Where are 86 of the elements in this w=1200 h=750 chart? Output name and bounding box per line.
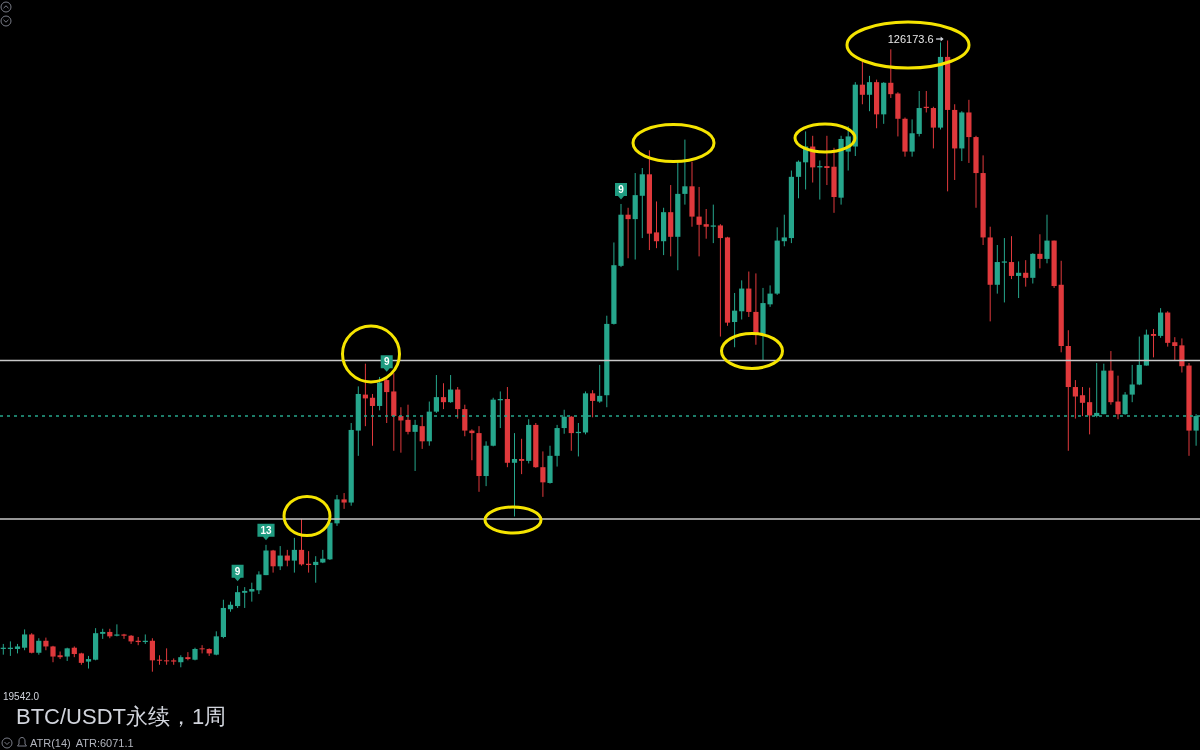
candlestick xyxy=(1150,328,1157,358)
candlestick xyxy=(1087,387,1093,435)
candlestick xyxy=(1129,364,1135,403)
candlestick xyxy=(440,382,447,410)
candlestick xyxy=(1115,375,1121,420)
candlestick xyxy=(1122,391,1128,416)
candlestick xyxy=(696,186,702,257)
annotation: 19542.0 xyxy=(3,691,40,702)
candlestick xyxy=(866,75,873,112)
candlestick xyxy=(462,404,468,437)
candlestick xyxy=(369,393,376,447)
candlestick xyxy=(405,404,411,435)
title: BTC/USDT永续，1周 xyxy=(16,704,227,729)
candlestick xyxy=(242,586,248,609)
candlestick xyxy=(1023,259,1029,288)
candlestick xyxy=(1172,336,1178,362)
candlestick xyxy=(717,223,723,338)
candlestick xyxy=(930,106,936,149)
candlestick xyxy=(795,159,802,199)
candlestick xyxy=(249,582,255,603)
candlestick xyxy=(1030,252,1036,285)
candlestick xyxy=(888,48,894,99)
candlestick xyxy=(1136,336,1142,386)
candlestick xyxy=(313,555,319,584)
candlestick xyxy=(994,244,1000,295)
candlestick xyxy=(199,644,205,654)
candlestick xyxy=(1179,337,1185,374)
annotation: ATR(14) xyxy=(30,737,71,749)
candlestick xyxy=(43,637,49,651)
candlestick xyxy=(739,279,745,320)
candlestick xyxy=(1016,260,1022,299)
candlestick xyxy=(448,374,454,404)
candlestick xyxy=(1193,413,1199,447)
candlestick xyxy=(185,651,191,661)
candlestick xyxy=(703,208,709,240)
candlestick xyxy=(1008,235,1015,280)
candlestick xyxy=(22,628,28,651)
candlestick xyxy=(419,416,425,450)
candlestick xyxy=(164,647,170,666)
candlestick xyxy=(1079,386,1086,417)
candlestick xyxy=(291,537,297,574)
candlestick xyxy=(469,428,475,461)
candlestick xyxy=(710,204,716,244)
candlestick xyxy=(653,200,660,249)
candlestick xyxy=(334,494,340,527)
candlestick xyxy=(519,438,525,475)
annotation: 13 xyxy=(260,524,272,536)
candlestick xyxy=(746,271,752,318)
annotation: 9 xyxy=(234,565,241,577)
candlestick xyxy=(909,118,915,158)
candlestick xyxy=(597,364,603,404)
candlestick xyxy=(561,409,567,435)
candlestick xyxy=(398,406,404,454)
annotation: ATR:6071.1 xyxy=(75,737,134,749)
candlestick xyxy=(341,492,347,510)
annotation: 126173.6 xyxy=(887,32,934,45)
candlestick xyxy=(156,654,163,666)
candlestick xyxy=(639,167,645,239)
candlestick xyxy=(270,549,276,574)
candlestick xyxy=(433,374,439,414)
annotation: 9 xyxy=(383,356,390,368)
candlestick xyxy=(298,518,305,567)
candlestick xyxy=(1072,379,1078,420)
candlestick xyxy=(732,292,738,348)
candlestick xyxy=(859,60,865,105)
candlestick xyxy=(455,386,461,420)
candlestick xyxy=(540,450,546,498)
candlestick xyxy=(511,432,518,517)
candlestick xyxy=(568,415,574,452)
candlestick xyxy=(121,633,127,640)
candlestick xyxy=(1037,233,1043,269)
candlestick xyxy=(753,272,759,346)
candlestick xyxy=(590,389,596,418)
annotation: 9 xyxy=(618,184,624,195)
candlestick xyxy=(114,623,120,637)
candlestick xyxy=(632,172,638,261)
candlestick xyxy=(781,214,787,247)
candlestick xyxy=(1044,214,1050,264)
candlestick xyxy=(377,376,383,411)
candlestick xyxy=(235,585,241,609)
candlestick xyxy=(682,139,688,206)
candlestick xyxy=(149,637,155,673)
candlestick xyxy=(1158,307,1164,339)
candlestick xyxy=(412,419,418,472)
candlestick xyxy=(57,651,63,660)
candlestick xyxy=(1001,237,1007,303)
